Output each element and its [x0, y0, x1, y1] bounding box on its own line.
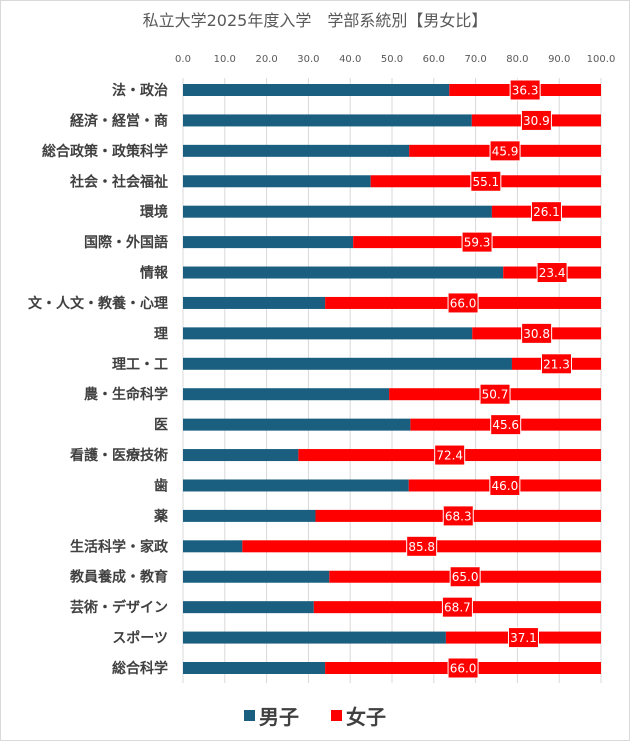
x-tick-label: 90.0	[548, 54, 570, 65]
x-tick-label: 30.0	[297, 54, 319, 65]
data-label: 65.0	[452, 570, 479, 584]
category-label: 法・政治	[112, 82, 168, 99]
bar-male	[183, 449, 299, 462]
bar-male	[183, 631, 446, 644]
bar-male	[183, 266, 504, 279]
bar-male	[183, 144, 410, 157]
data-label: 30.8	[523, 327, 550, 341]
data-label-box	[540, 353, 572, 375]
x-tick-label: 40.0	[339, 54, 361, 65]
data-label-box	[447, 292, 479, 314]
category-label: 総合政策・政策科学	[42, 143, 168, 160]
data-label-box	[507, 627, 539, 649]
data-label: 68.3	[445, 509, 472, 523]
category-label: 総合科学	[112, 660, 168, 677]
category-label: 薬	[154, 508, 168, 525]
legend-swatch	[331, 710, 342, 721]
data-label-box	[489, 140, 521, 162]
category-label: 教員養成・教育	[70, 569, 168, 586]
bar-male	[183, 540, 243, 553]
data-label: 68.7	[444, 601, 471, 615]
x-tick-label: 80.0	[506, 54, 528, 65]
legend-label: 女子	[346, 705, 386, 729]
data-label: 45.9	[492, 144, 519, 158]
bar-male	[183, 84, 450, 96]
data-label: 50.7	[482, 388, 509, 402]
data-label: 66.0	[450, 296, 477, 310]
category-label: 看護・医療技術	[69, 447, 168, 464]
data-label-box	[489, 474, 521, 496]
bar-male	[183, 509, 316, 522]
data-label: 21.3	[543, 357, 570, 371]
data-label-box	[536, 262, 568, 284]
chart-title: 私立大学2025年度入学 学部系統別【男女比】	[143, 11, 488, 30]
data-label-box	[434, 444, 466, 466]
bar-male	[183, 357, 512, 370]
data-label-box	[509, 79, 541, 101]
bar-male	[183, 327, 473, 340]
category-label: 情報	[140, 265, 169, 282]
bar-male	[183, 236, 354, 249]
data-label-box	[447, 657, 479, 679]
data-label: 36.3	[512, 84, 539, 98]
bar-male	[183, 479, 409, 492]
bar-male	[183, 205, 492, 218]
x-tick-label: 60.0	[423, 54, 445, 65]
data-label-box	[461, 231, 493, 253]
data-label: 23.4	[539, 266, 566, 280]
legend-swatch	[244, 710, 255, 721]
data-label-box	[449, 566, 481, 588]
data-label: 45.6	[492, 418, 519, 432]
data-label: 46.0	[492, 479, 519, 493]
bar-male	[183, 570, 330, 583]
category-label: 生活科学・家政	[70, 538, 169, 555]
data-label: 72.4	[436, 449, 463, 463]
data-label-box	[470, 170, 502, 192]
data-label: 26.1	[533, 205, 560, 219]
bar-male	[183, 296, 326, 309]
category-label: 環境	[140, 204, 168, 221]
x-tick-label: 100.0	[587, 54, 616, 65]
category-label: 国際・外国語	[84, 234, 168, 251]
category-label: 医	[154, 418, 168, 434]
category-label: 理	[154, 326, 168, 342]
data-label: 85.8	[408, 540, 435, 554]
category-label: 文・人文・教養・心理	[28, 295, 168, 312]
category-label: 理工・工	[112, 357, 168, 373]
data-label-box	[530, 201, 562, 223]
bar-male	[183, 388, 390, 401]
data-label: 37.1	[510, 631, 537, 645]
data-label: 55.1	[472, 175, 499, 189]
category-label: 歯	[154, 477, 168, 494]
x-tick-label: 10.0	[214, 54, 236, 65]
data-label: 59.3	[464, 236, 491, 250]
data-label: 66.0	[450, 662, 477, 676]
data-label-box	[521, 322, 553, 344]
category-label: 芸術・デザイン	[70, 599, 168, 616]
data-label-box	[441, 596, 473, 618]
x-tick-label: 50.0	[381, 54, 403, 65]
x-tick-label: 20.0	[255, 54, 277, 65]
data-label-box	[490, 414, 522, 436]
bar-male	[183, 662, 326, 674]
data-label-box	[406, 535, 438, 557]
category-label: スポーツ	[112, 630, 168, 647]
category-label: 経済・経営・商	[70, 112, 168, 129]
x-tick-label: 0.0	[175, 54, 191, 65]
bar-male	[183, 418, 411, 431]
category-label: 社会・社会福祉	[69, 173, 168, 190]
legend-label: 男子	[259, 705, 299, 729]
bar-male	[183, 601, 314, 614]
data-label: 30.9	[523, 114, 550, 128]
data-label-box	[479, 383, 511, 405]
x-tick-label: 70.0	[464, 54, 486, 65]
category-label: 農・生命科学	[84, 386, 168, 403]
bar-male	[183, 114, 472, 127]
data-label-box	[442, 505, 474, 527]
bar-male	[183, 175, 371, 188]
data-label-box	[520, 109, 552, 131]
